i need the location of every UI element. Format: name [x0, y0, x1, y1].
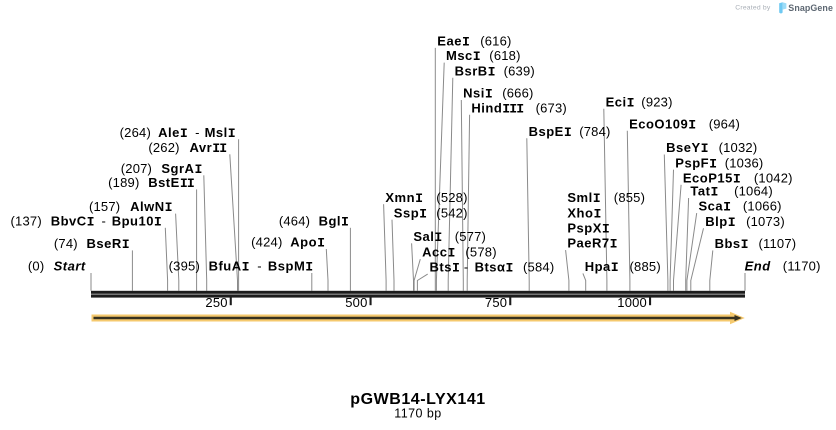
svg-text:(1107): (1107): [759, 236, 797, 251]
svg-text:AccI: AccI: [422, 245, 454, 261]
svg-text:(74): (74): [54, 236, 78, 251]
svg-text:-: -: [102, 213, 107, 228]
svg-text:PspFI: PspFI: [675, 155, 716, 171]
svg-text:MscI: MscI: [446, 48, 480, 64]
svg-text:BseYI: BseYI: [666, 140, 708, 156]
svg-text:ScaI: ScaI: [699, 199, 731, 215]
svg-text:AvrII: AvrII: [190, 140, 227, 156]
svg-text:(157): (157): [89, 199, 120, 214]
svg-text:BstEII: BstEII: [148, 175, 194, 191]
svg-text:MslI: MslI: [205, 125, 235, 141]
svg-text:(578): (578): [465, 245, 496, 260]
svg-text:BspEI: BspEI: [529, 124, 571, 140]
svg-text:Bpu10I: Bpu10I: [112, 213, 161, 229]
svg-text:EciI: EciI: [606, 94, 634, 110]
svg-text:SnapGene: SnapGene: [788, 3, 833, 13]
svg-text:(207): (207): [121, 161, 152, 176]
svg-text:AleI: AleI: [158, 125, 187, 141]
svg-text:BtsI: BtsI: [430, 260, 459, 276]
svg-text:(673): (673): [536, 100, 567, 115]
svg-text:(1036): (1036): [725, 155, 764, 170]
svg-text:BseRI: BseRI: [87, 236, 129, 252]
svg-text:(584): (584): [523, 260, 554, 275]
svg-text:-: -: [257, 259, 262, 274]
svg-text:(666): (666): [502, 86, 533, 101]
svg-text:ApoI: ApoI: [290, 235, 324, 251]
svg-text:SalI: SalI: [413, 229, 441, 245]
svg-text:TatI: TatI: [690, 184, 717, 200]
svg-text:(577): (577): [455, 229, 486, 244]
svg-text:(1170): (1170): [783, 259, 821, 274]
svg-text:SmlI: SmlI: [567, 190, 599, 206]
svg-text:250: 250: [205, 295, 227, 310]
svg-text:(137): (137): [11, 213, 42, 228]
svg-text:BbsI: BbsI: [715, 236, 748, 252]
svg-text:pGWB14-LYX141: pGWB14-LYX141: [350, 391, 486, 408]
svg-text:(1073): (1073): [746, 214, 785, 229]
svg-text:SspI: SspI: [394, 205, 426, 221]
svg-text:750: 750: [485, 295, 507, 310]
svg-text:(0): (0): [28, 259, 45, 274]
svg-text:(1042): (1042): [754, 170, 793, 185]
svg-text:BspMI: BspMI: [268, 259, 312, 275]
svg-text:HindIII: HindIII: [471, 100, 523, 116]
svg-text:500: 500: [345, 295, 367, 310]
svg-text:(784): (784): [579, 124, 610, 139]
svg-text:AlwNI: AlwNI: [130, 199, 172, 215]
svg-text:EcoP15I: EcoP15I: [683, 170, 740, 186]
svg-text:End: End: [745, 259, 772, 274]
svg-text:BlpI: BlpI: [705, 214, 734, 230]
svg-text:BtsαI: BtsαI: [475, 260, 513, 276]
svg-text:EaeI: EaeI: [437, 34, 469, 50]
svg-text:(855): (855): [614, 190, 645, 205]
svg-text:(262): (262): [148, 140, 179, 155]
svg-text:(542): (542): [436, 205, 467, 220]
svg-text:BsrBI: BsrBI: [455, 63, 495, 79]
svg-text:(395): (395): [169, 259, 200, 274]
svg-text:(424): (424): [251, 235, 282, 250]
svg-text:(639): (639): [504, 63, 535, 78]
svg-text:BbvCI: BbvCI: [51, 213, 94, 229]
svg-text:HpaI: HpaI: [585, 259, 618, 275]
svg-text:XhoI: XhoI: [567, 205, 600, 221]
svg-text:1000: 1000: [617, 295, 647, 310]
svg-text:(1032): (1032): [719, 140, 758, 155]
svg-text:NsiI: NsiI: [463, 86, 492, 102]
svg-text:PaeR7I: PaeR7I: [567, 236, 616, 252]
svg-text:-: -: [195, 125, 200, 140]
svg-text:BglI: BglI: [319, 213, 348, 229]
svg-text:(616): (616): [480, 34, 511, 49]
svg-text:(1064): (1064): [734, 184, 773, 199]
svg-text:EcoO109I: EcoO109I: [629, 116, 695, 132]
svg-text:-: -: [464, 260, 469, 275]
svg-text:1170 bp: 1170 bp: [394, 407, 441, 421]
svg-text:(885): (885): [630, 259, 661, 274]
svg-text:BfuAI: BfuAI: [209, 259, 249, 275]
svg-text:(618): (618): [489, 48, 520, 63]
svg-text:(189): (189): [108, 175, 139, 190]
svg-text:SgrAI: SgrAI: [161, 161, 201, 177]
svg-text:Start: Start: [54, 259, 86, 274]
svg-text:(264): (264): [120, 125, 151, 140]
svg-text:(464): (464): [279, 213, 310, 228]
svg-text:XmnI: XmnI: [385, 190, 422, 206]
svg-text:(923): (923): [641, 94, 672, 109]
svg-text:(1066): (1066): [743, 199, 782, 214]
svg-text:Created by: Created by: [735, 5, 771, 12]
svg-text:PspXI: PspXI: [567, 221, 609, 237]
svg-text:(964): (964): [709, 116, 740, 131]
svg-text:(528): (528): [436, 190, 467, 205]
